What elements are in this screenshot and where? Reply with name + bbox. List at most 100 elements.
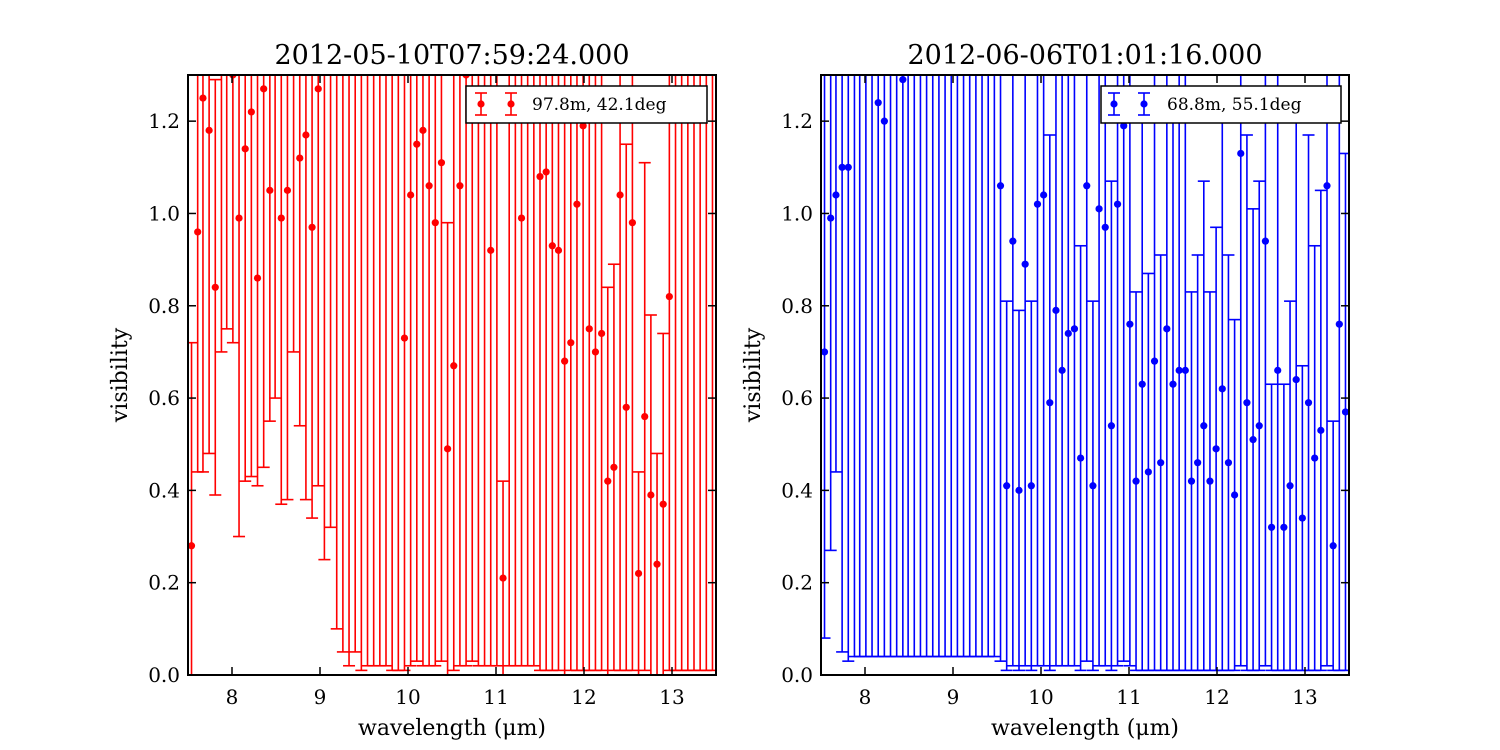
data-point: [1224, 459, 1233, 467]
data-point: [1046, 399, 1054, 407]
data-point: [616, 191, 624, 199]
data-point: [327, 2, 334, 9]
data-point: [856, 2, 863, 9]
data-point: [1107, 422, 1115, 430]
data-point: [672, 2, 679, 9]
data-point: [400, 334, 409, 342]
y-tick-label: 1.2: [781, 109, 813, 133]
x-tick-label: 12: [571, 685, 596, 709]
data-point: [345, 16, 352, 23]
data-point: [1126, 320, 1134, 328]
chart-panel-left: 8 9 10 11 12 13 0.0 0.2 0.4 0.6 0.8 1.0 1.2 2012-05-…: [108, 0, 717, 741]
data-point: [1015, 486, 1023, 494]
data-point: [585, 325, 593, 333]
data-point: [591, 348, 600, 356]
data-point: [641, 412, 649, 421]
data-point: [659, 500, 667, 508]
x-tick-label: 9: [314, 685, 327, 709]
x-tick-label: 13: [1292, 685, 1317, 709]
data-point: [1292, 376, 1300, 384]
data-point: [188, 542, 196, 550]
data-point: [1206, 477, 1214, 485]
data-point: [678, 25, 685, 32]
data-point: [450, 362, 458, 370]
data-point: [1113, 200, 1122, 208]
data-point: [487, 246, 495, 254]
data-point: [413, 140, 421, 148]
data-point: [604, 477, 612, 485]
data-point: [1150, 357, 1159, 365]
data-point: [1157, 459, 1165, 467]
data-point: [1317, 426, 1325, 434]
data-point: [923, 16, 930, 23]
data-point: [277, 214, 285, 222]
y-tick-label: 0.4: [781, 478, 813, 502]
x-tick-label: 13: [659, 685, 684, 709]
data-point: [1298, 514, 1306, 522]
data-point: [1033, 200, 1042, 208]
data-point: [561, 357, 569, 365]
data-point: [1231, 491, 1239, 499]
data-point: [554, 246, 563, 254]
data-point: [296, 154, 304, 162]
data-point: [211, 283, 219, 291]
x-tick-label: 10: [395, 685, 420, 709]
data-point: [241, 145, 249, 153]
data-point: [996, 182, 1005, 190]
data-point: [1083, 182, 1091, 190]
chart-title: 2012-05-10T07:59:24.000: [274, 40, 629, 71]
y-tick-label: 0.0: [148, 663, 180, 687]
data-point: [1304, 399, 1313, 407]
legend: 97.8m, 42.1deg: [465, 85, 708, 124]
data-point: [1274, 366, 1282, 374]
data-point: [266, 186, 274, 194]
y-tick-label: 0.2: [781, 571, 813, 595]
legend-label: 97.8m, 42.1deg: [532, 95, 667, 115]
data-point: [536, 172, 544, 181]
data-point: [868, 48, 875, 55]
plot-area-background: [821, 75, 1349, 675]
data-point: [376, 7, 383, 14]
data-point: [548, 242, 556, 250]
data-point: [1329, 542, 1337, 550]
data-point: [647, 491, 655, 499]
legend-label: 68.8m, 55.1deg: [1167, 95, 1302, 115]
axis-ticks: 8 9 10 11 12 13 0.0 0.2 0.4 0.6 0.8 1.0 1.2: [781, 75, 1349, 709]
data-point: [899, 76, 907, 84]
data-point: [1323, 182, 1331, 190]
data-point: [821, 348, 829, 356]
data-point: [941, 7, 948, 14]
data-point: [905, 25, 912, 32]
data-point: [1255, 422, 1263, 430]
data-point: [1040, 191, 1048, 199]
data-point: [610, 463, 618, 471]
data-point: [223, 25, 230, 32]
data-point: [499, 574, 507, 582]
plot-frame: [187, 74, 717, 676]
y-tick-label: 0.2: [148, 571, 180, 595]
x-tick-label: 10: [1028, 685, 1053, 709]
legend: 68.8m, 55.1deg: [1100, 85, 1342, 124]
data-point: [827, 214, 835, 222]
data-point: [628, 219, 637, 227]
data-point: [199, 94, 207, 102]
data-point: [709, 44, 716, 51]
y-tick-label: 0.8: [148, 294, 180, 318]
plot-area-background: [188, 75, 716, 675]
data-point: [1280, 523, 1288, 531]
data-point: [874, 99, 882, 107]
data-point: [653, 560, 661, 568]
data-point: [1089, 482, 1097, 490]
data-point: [893, 34, 900, 41]
data-point: [887, 2, 894, 9]
data-point: [1101, 223, 1109, 231]
data-point: [1003, 482, 1011, 490]
legend-point: [1140, 100, 1148, 108]
x-tick-label: 8: [859, 685, 872, 709]
x-axis-label: wavelength (μm): [991, 716, 1179, 741]
data-point: [966, 0, 973, 5]
y-axis-label: visibility: [741, 327, 766, 423]
data-point: [634, 569, 643, 578]
data-point: [395, 0, 402, 5]
